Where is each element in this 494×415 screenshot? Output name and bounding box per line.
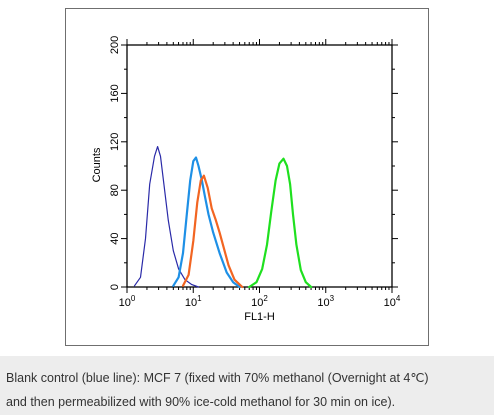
y-tick-label: 160 — [109, 84, 121, 102]
y-tick-label: 200 — [109, 36, 121, 54]
green-series — [248, 157, 313, 289]
y-axis-label: Counts — [91, 147, 103, 182]
caption-line-1: Blank control (blue line): MCF 7 (fixed … — [6, 371, 429, 385]
y-tick-label: 40 — [109, 232, 121, 244]
plot-area-frame — [126, 44, 393, 288]
x-tick-label: 100 — [119, 294, 136, 309]
x-tick-label: 104 — [384, 294, 401, 309]
x-axis-label: FL1-H — [244, 311, 275, 323]
figure-caption: Blank control (blue line): MCF 7 (fixed … — [0, 356, 494, 415]
x-tick-label: 101 — [185, 294, 202, 309]
figure-frame — [65, 8, 429, 346]
caption-line-2: and then permeabilized with 90% ice-cold… — [6, 395, 396, 409]
y-tick-label: 0 — [109, 284, 121, 290]
histogram-chart: 100 101 102 103 104 0 40 80 120 160 200 FL1-H Counts — [91, 36, 401, 323]
x-tick-label: 102 — [251, 294, 268, 309]
y-tick-label: 120 — [109, 133, 121, 151]
y-tick-label: 80 — [109, 184, 121, 196]
orange-series — [181, 174, 244, 289]
blue-series — [172, 156, 241, 289]
blank-control-series — [133, 146, 200, 288]
x-tick-label: 103 — [317, 294, 334, 309]
